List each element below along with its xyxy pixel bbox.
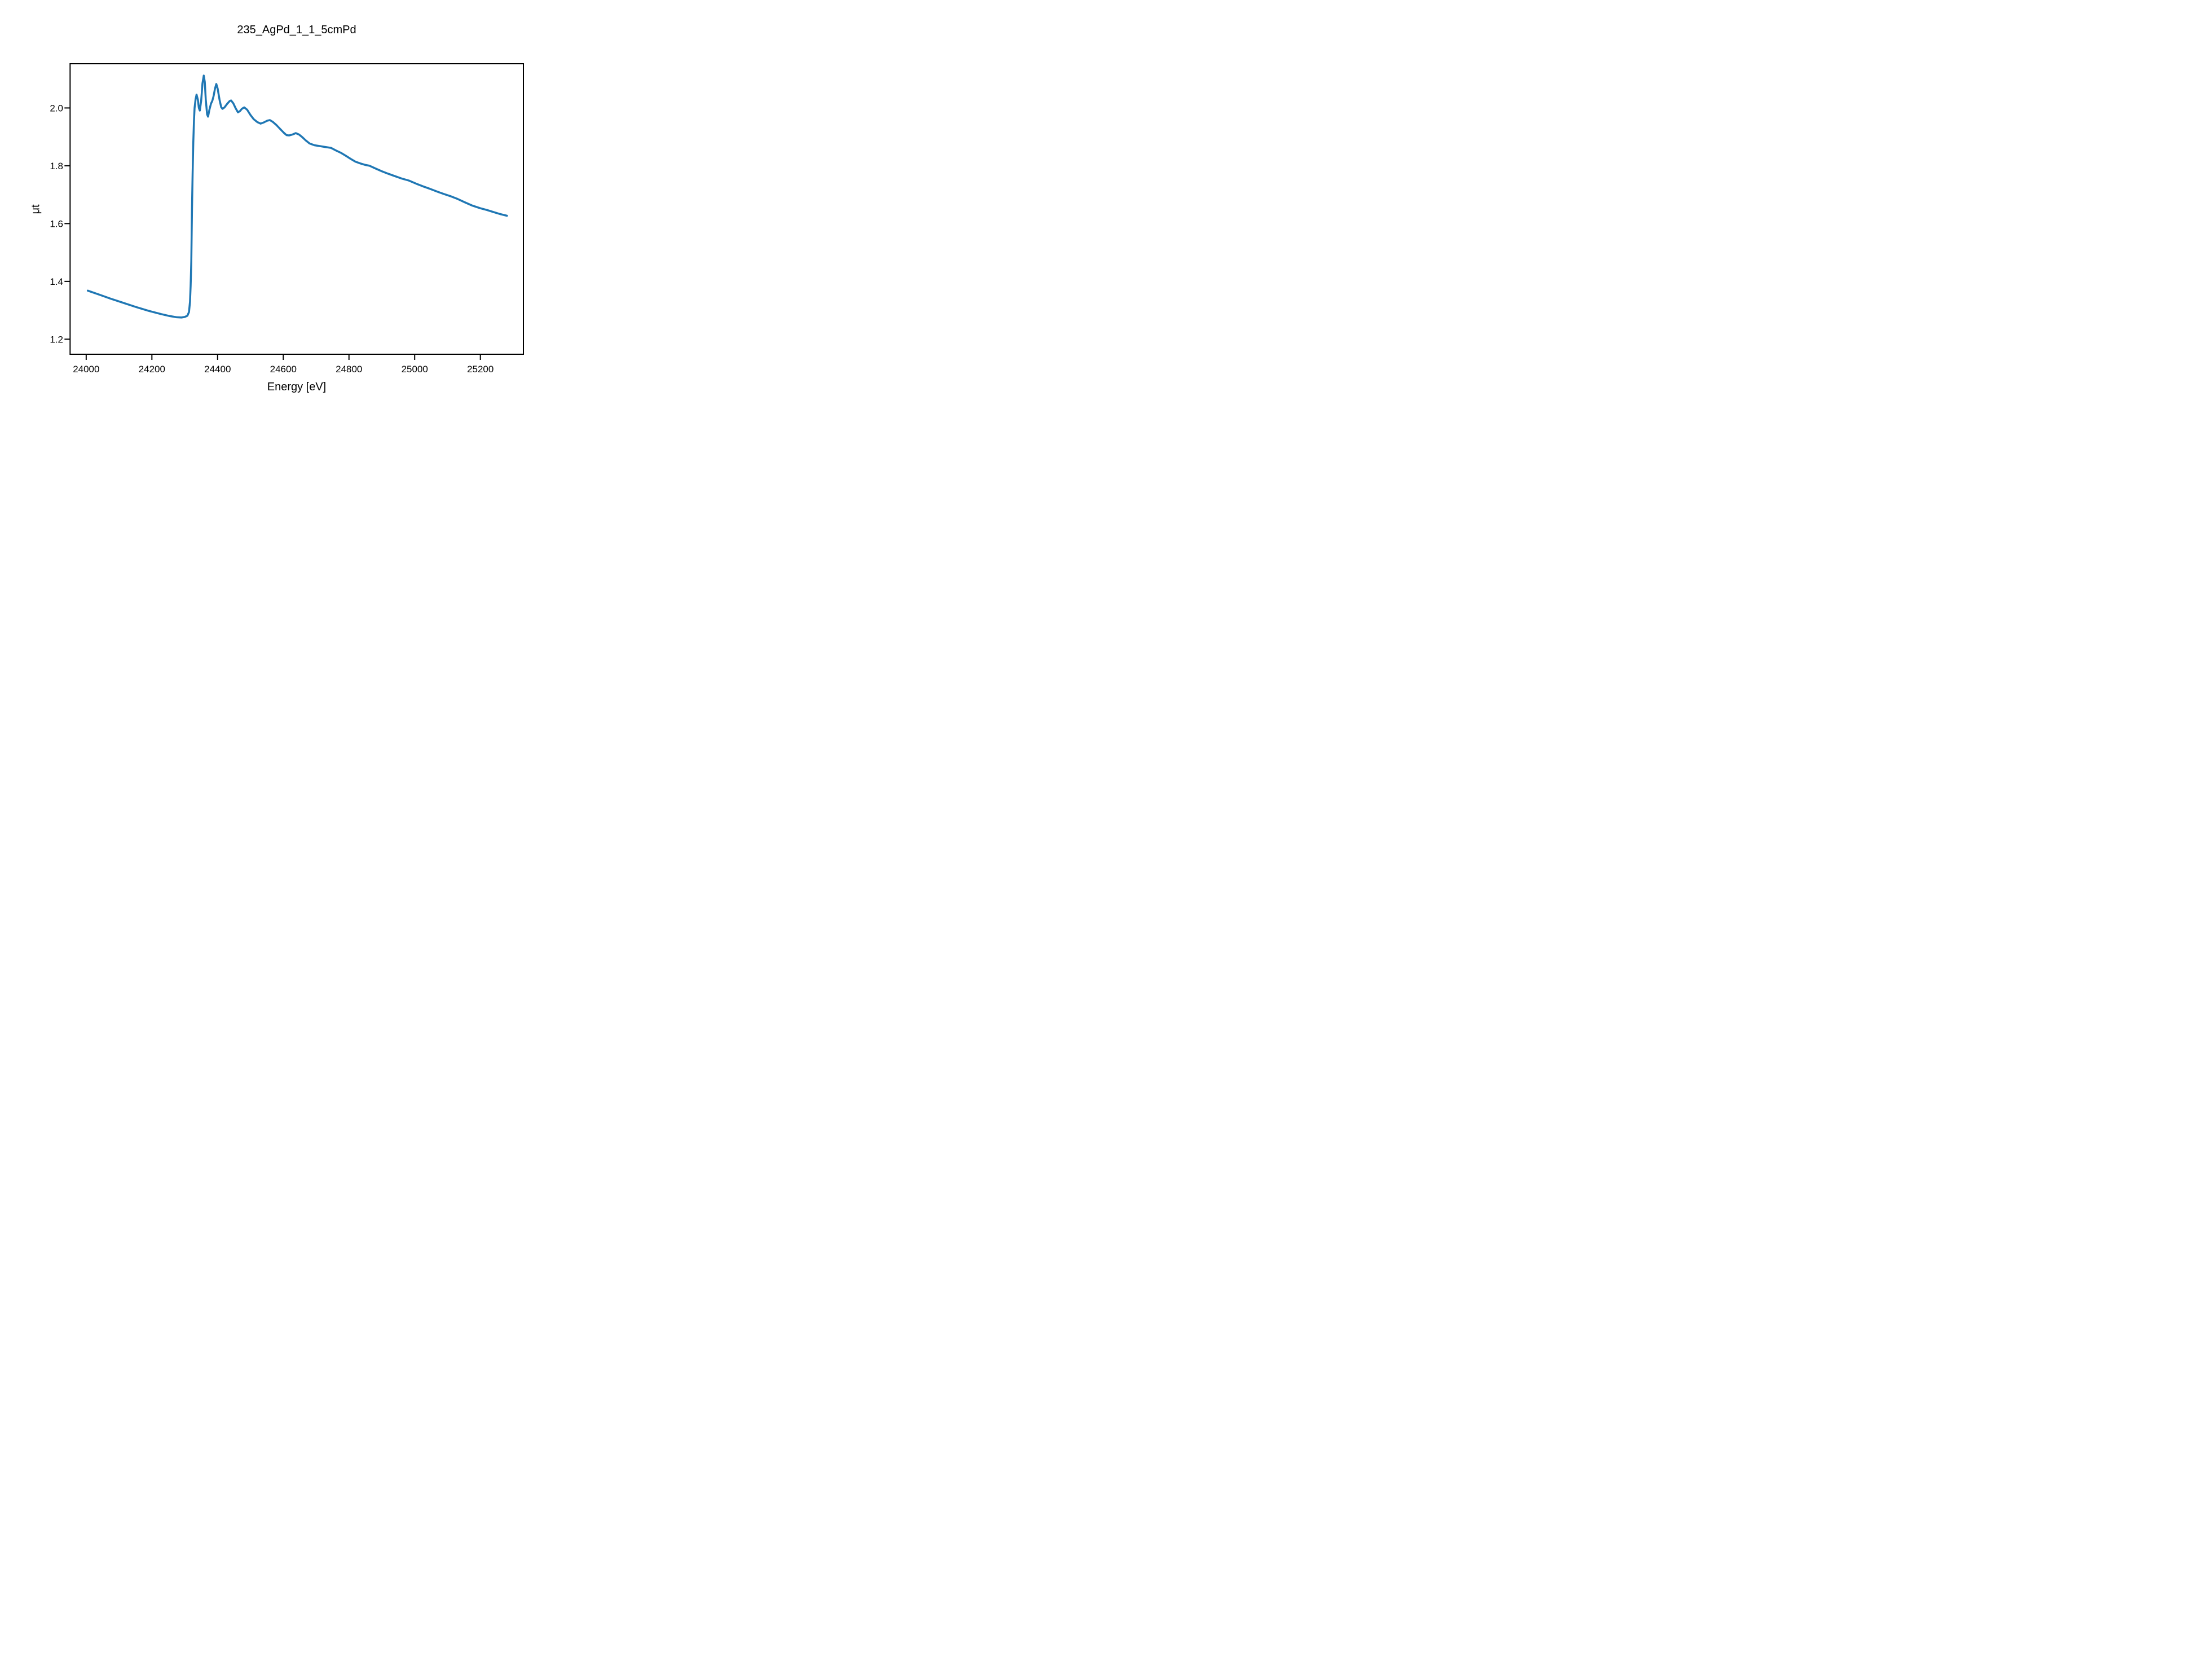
x-tick-label: 25000 bbox=[402, 364, 428, 375]
figure: 235_AgPd_1_1_5cmPd μt 24000 24200 24400 246… bbox=[0, 0, 553, 416]
y-tick-label: 1.6 bbox=[50, 218, 63, 229]
chart-title: 235_AgPd_1_1_5cmPd bbox=[237, 24, 356, 36]
x-tick-label: 24400 bbox=[204, 364, 231, 375]
x-tick-label: 24000 bbox=[73, 364, 99, 375]
x-axis-label: Energy [eV] bbox=[267, 381, 327, 393]
y-tick-label: 1.8 bbox=[50, 161, 63, 171]
x-tick-label: 24600 bbox=[270, 364, 297, 375]
x-tick-label: 25200 bbox=[467, 364, 493, 375]
spectrum-line bbox=[86, 74, 508, 319]
plot-area: 24000 24200 24400 24600 24800 25000 25200 1.2 1.… bbox=[50, 63, 525, 375]
plot-frame bbox=[69, 63, 525, 355]
x-tick-label: 24200 bbox=[139, 364, 165, 375]
x-tick-label: 24800 bbox=[336, 364, 362, 375]
y-tick-label: 1.4 bbox=[50, 276, 63, 287]
y-tick-label: 1.2 bbox=[50, 334, 63, 345]
y-tick-label: 2.0 bbox=[50, 103, 63, 113]
